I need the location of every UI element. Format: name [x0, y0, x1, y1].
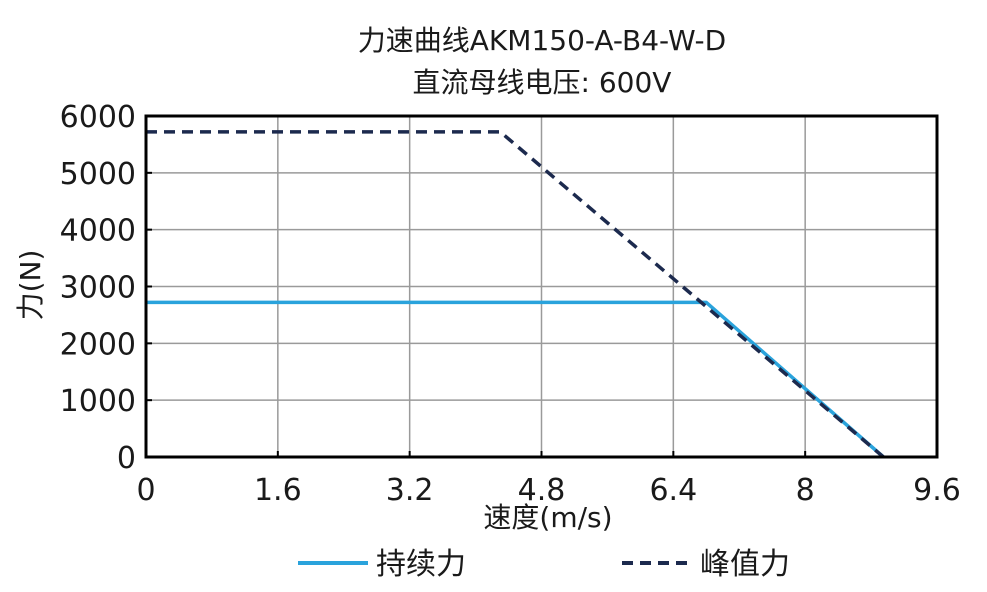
y-tick-label: 0: [117, 441, 136, 476]
x-tick-label: 6.4: [649, 473, 697, 508]
y-tick-label: 6000: [60, 100, 136, 135]
y-tick-label: 3000: [60, 271, 136, 306]
x-tick-label: 9.6: [913, 473, 961, 508]
x-tick-label: 8: [796, 473, 815, 508]
legend-label-2: 峰值力: [700, 547, 790, 582]
y-tick-label: 2000: [60, 327, 136, 362]
chart-subtitle: 直流母线电压: 600V: [413, 66, 672, 99]
x-tick-label: 0: [136, 473, 155, 508]
y-axis-ticks: 0 1000 2000 3000 4000 5000 6000: [60, 100, 152, 476]
series-layer: [146, 130, 885, 459]
grid: [146, 116, 937, 457]
x-tick-label: 1.6: [254, 473, 302, 508]
chart-title: 力速曲线AKM150-A-B4-W-D: [358, 24, 726, 57]
x-axis-ticks: 0 1.6 3.2 4.8 6.4 8 9.6: [136, 451, 961, 508]
legend-label-1: 持续力: [376, 547, 466, 582]
y-tick-label: 4000: [60, 214, 136, 249]
y-tick-label: 5000: [60, 157, 136, 192]
series-line-2: [146, 130, 885, 459]
y-axis-label: 力(N): [14, 250, 47, 321]
series-line-1: [146, 300, 885, 459]
legend: 持续力 峰值力: [298, 547, 790, 582]
y-tick-label: 1000: [60, 384, 136, 419]
x-tick-label: 4.8: [518, 473, 566, 508]
x-axis-label: 速度(m/s): [483, 501, 612, 534]
x-tick-label: 3.2: [386, 473, 434, 508]
